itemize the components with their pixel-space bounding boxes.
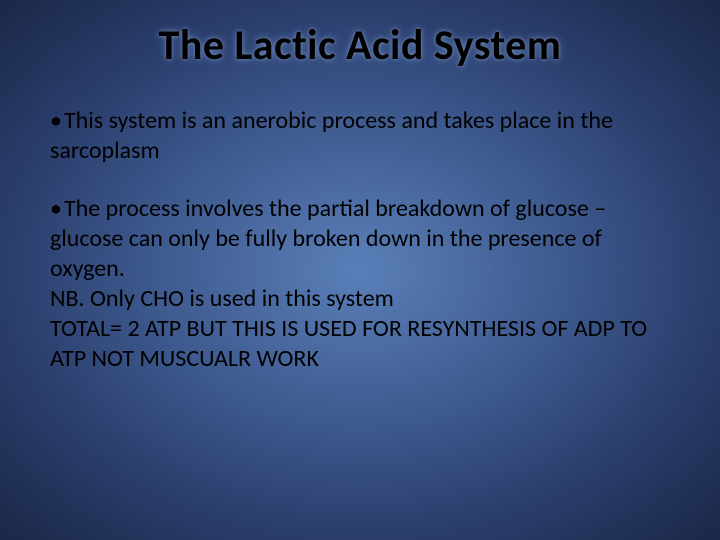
slide-body: This system is an anerobic process and t… xyxy=(50,106,670,374)
bullet-item-2: The process involves the partial breakdo… xyxy=(50,194,670,284)
bullet-text-1: This system is an anerobic process and t… xyxy=(50,106,613,165)
nb-line-2: TOTAL= 2 ATP BUT THIS IS USED FOR RESYNT… xyxy=(50,314,670,374)
bullet-text-2: The process involves the partial breakdo… xyxy=(50,194,606,283)
nb-block: NB. Only CHO is used in this system TOTA… xyxy=(50,284,670,374)
bullet-item-1: This system is an anerobic process and t… xyxy=(50,106,670,166)
nb-line-1: NB. Only CHO is used in this system xyxy=(50,284,670,314)
slide-title: The Lactic Acid System xyxy=(50,20,670,71)
slide: The Lactic Acid System This system is an… xyxy=(0,0,720,540)
